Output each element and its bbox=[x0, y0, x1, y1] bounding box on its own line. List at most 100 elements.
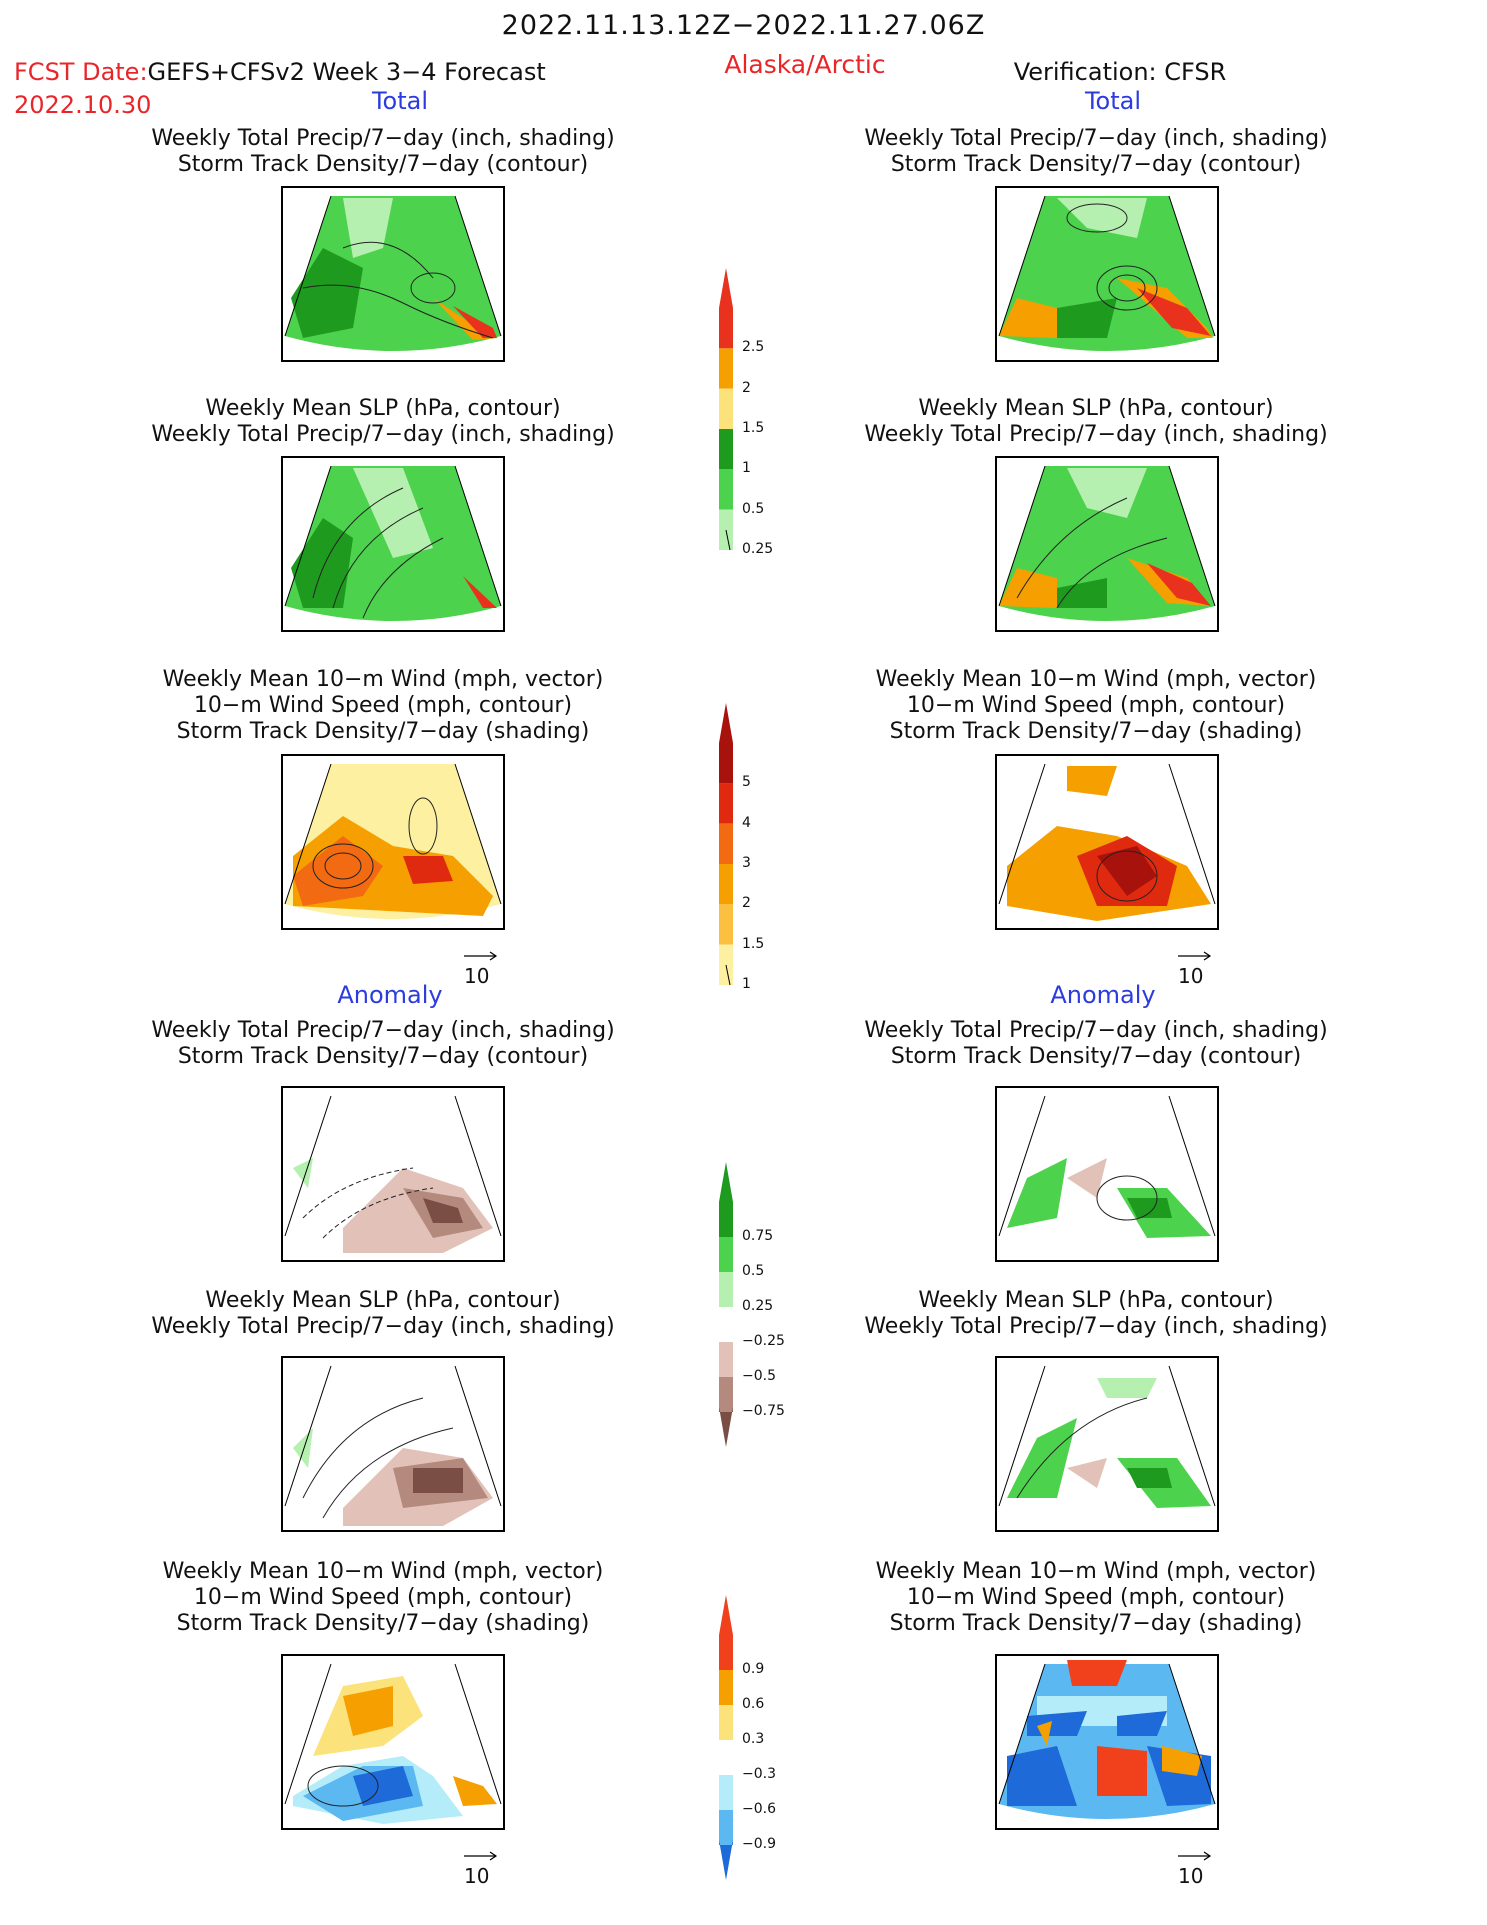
vector-reference-arrow: 10 bbox=[1176, 1848, 1216, 1888]
title-line: Weekly Mean SLP (hPa, contour) bbox=[918, 1288, 1274, 1313]
section-total-right: Total bbox=[1084, 87, 1142, 115]
title-line: Weekly Mean SLP (hPa, contour) bbox=[918, 396, 1274, 421]
colorbar-tick-label: 1 bbox=[742, 460, 751, 477]
title-r3-right: Weekly Mean 10−m Wind (mph, vector) 10−m … bbox=[736, 667, 1456, 745]
vector-reference-label: 10 bbox=[1178, 1864, 1204, 1888]
vector-reference-label: 10 bbox=[1178, 964, 1204, 988]
map-anom-slp-precip-cfsr bbox=[995, 1356, 1219, 1532]
title-r2-right: Weekly Mean SLP (hPa, contour) Weekly Tot… bbox=[736, 396, 1456, 448]
colorbar-tick-label: 2 bbox=[742, 379, 751, 396]
section-total-left: Total bbox=[371, 87, 429, 115]
title-line: Weekly Mean 10−m Wind (mph, vector) bbox=[875, 667, 1317, 692]
title-line: 10−m Wind Speed (mph, contour) bbox=[906, 693, 1286, 718]
vector-reference-arrow: 10 bbox=[462, 1848, 502, 1888]
colorbar-segment bbox=[719, 1670, 733, 1705]
title-line: 10−m Wind Speed (mph, contour) bbox=[906, 1585, 1286, 1610]
colorbar-segment bbox=[719, 268, 733, 349]
title-r3-left: Weekly Mean 10−m Wind (mph, vector) 10−m … bbox=[23, 667, 743, 745]
colorbar-segment bbox=[719, 864, 733, 905]
title-line: Storm Track Density/7−day (shading) bbox=[889, 719, 1303, 744]
colorbar-tick-label: 5 bbox=[742, 774, 751, 791]
section-anomaly-right: Anomaly bbox=[1050, 981, 1156, 1009]
colorbar-tick-label: 0.25 bbox=[742, 1298, 774, 1314]
colorbar-tick-label: −0.9 bbox=[742, 1836, 776, 1852]
colorbar-segment bbox=[719, 1810, 733, 1845]
title-line: Weekly Mean SLP (hPa, contour) bbox=[205, 1288, 561, 1313]
title-line: Storm Track Density/7−day (contour) bbox=[177, 152, 589, 177]
map-total-precip-storm-forecast bbox=[281, 186, 505, 362]
title-line: Storm Track Density/7−day (contour) bbox=[177, 1044, 589, 1069]
vector-reference-label: 10 bbox=[464, 1864, 490, 1888]
colorbar-segment bbox=[719, 509, 733, 550]
colorbar-tick-label: 0.3 bbox=[742, 1731, 765, 1747]
colorbar-graphic bbox=[719, 1162, 733, 1447]
colorbar-segment bbox=[719, 1775, 733, 1810]
title-line: Weekly Mean 10−m Wind (mph, vector) bbox=[875, 1559, 1317, 1584]
colorbar-tick-label: 2.5 bbox=[742, 339, 765, 356]
title-r1-left: Weekly Total Precip/7−day (inch, shading… bbox=[23, 126, 743, 178]
title-r4-left: Weekly Total Precip/7−day (inch, shading… bbox=[23, 1018, 743, 1070]
colorbar-segment bbox=[719, 469, 733, 510]
colorbar-segment bbox=[719, 348, 733, 389]
colorbar-tick-label: −0.6 bbox=[742, 1801, 776, 1817]
vector-reference-arrow: 10 bbox=[462, 948, 502, 988]
colorbar-tick-label: 1.5 bbox=[742, 420, 765, 436]
map-anom-precip-storm-cfsr bbox=[995, 1086, 1219, 1262]
title-line: Weekly Total Precip/7−day (inch, shading… bbox=[864, 126, 1328, 151]
colorbar-segment bbox=[719, 1342, 733, 1377]
map-wind-storm-cfsr bbox=[995, 754, 1219, 930]
colorbar-tick-label: 0.5 bbox=[742, 500, 765, 517]
colorbar-tick-label: 0.75 bbox=[742, 1228, 774, 1244]
colorbar-segment bbox=[719, 1407, 733, 1447]
colorbar-tail bbox=[725, 964, 731, 985]
map-slp-precip-cfsr bbox=[995, 456, 1219, 632]
colorbar-segment bbox=[719, 429, 733, 470]
title-r5-left: Weekly Mean SLP (hPa, contour) Weekly Tot… bbox=[23, 1288, 743, 1340]
vector-reference-label: 10 bbox=[464, 964, 490, 988]
colorbar-segment bbox=[719, 944, 733, 985]
title-line: Weekly Total Precip/7−day (inch, shading… bbox=[151, 1018, 615, 1043]
map-wind-storm-forecast bbox=[281, 754, 505, 930]
map-slp-precip-forecast bbox=[281, 456, 505, 632]
title-line: Storm Track Density/7−day (shading) bbox=[889, 1611, 1303, 1636]
colorbar-tick-label: 4 bbox=[742, 814, 751, 831]
region-label: Alaska/Arctic bbox=[724, 50, 886, 79]
title-r1-right: Weekly Total Precip/7−day (inch, shading… bbox=[736, 126, 1456, 178]
colorbar-segment bbox=[719, 703, 733, 784]
title-line: Weekly Total Precip/7−day (inch, shading… bbox=[864, 1314, 1328, 1339]
colorbar-segment bbox=[719, 1595, 733, 1670]
title-line: Weekly Mean SLP (hPa, contour) bbox=[205, 396, 561, 421]
title-line: Storm Track Density/7−day (contour) bbox=[890, 152, 1302, 177]
colorbar-segment bbox=[719, 388, 733, 429]
colorbar-tick-label: 0.6 bbox=[742, 1696, 765, 1712]
colorbar-graphic bbox=[719, 268, 733, 550]
forecast-date: 2022.10.30 bbox=[14, 91, 152, 119]
title-line: Weekly Total Precip/7−day (inch, shading… bbox=[151, 1314, 615, 1339]
title-line: Weekly Total Precip/7−day (inch, shading… bbox=[864, 422, 1328, 447]
map-anom-precip-storm-forecast bbox=[281, 1086, 505, 1262]
title-line: 10−m Wind Speed (mph, contour) bbox=[193, 1585, 573, 1610]
page-title: 2022.11.13.12Z−2022.11.27.06Z bbox=[501, 10, 986, 41]
section-anomaly-left: Anomaly bbox=[337, 981, 443, 1009]
colorbar-storm-anomaly: 0.9 0.6 0.3 −0.3 −0.6 −0.9 bbox=[718, 1595, 798, 1880]
colorbar-graphic bbox=[719, 703, 733, 985]
title-line: Storm Track Density/7−day (shading) bbox=[176, 1611, 590, 1636]
colorbar-precip-anomaly: 0.75 0.5 0.25 −0.25 −0.5 −0.75 bbox=[718, 1162, 798, 1447]
colorbar-segment bbox=[719, 1162, 733, 1237]
colorbar-tick-label: 1 bbox=[742, 976, 751, 992]
colorbar-tick-label: 0.25 bbox=[742, 541, 774, 557]
map-anom-wind-storm-cfsr bbox=[995, 1654, 1219, 1830]
colorbar-precip-total: 2.5 2 1.5 1 0.5 0.25 bbox=[718, 268, 798, 557]
title-line: Storm Track Density/7−day (shading) bbox=[176, 719, 590, 744]
map-total-precip-storm-cfsr bbox=[995, 186, 1219, 362]
fcst-date-label: FCST Date: bbox=[14, 58, 148, 86]
title-line: Weekly Total Precip/7−day (inch, shading… bbox=[864, 1018, 1328, 1043]
title-line: Weekly Total Precip/7−day (inch, shading… bbox=[151, 126, 615, 151]
colorbar-tick-label: −0.75 bbox=[742, 1403, 785, 1419]
title-r4-right: Weekly Total Precip/7−day (inch, shading… bbox=[736, 1018, 1456, 1070]
colorbar-segment bbox=[719, 1705, 733, 1740]
colorbar-segment bbox=[719, 904, 733, 945]
colorbar-tick-label: 0.9 bbox=[742, 1661, 765, 1677]
map-anom-wind-storm-forecast bbox=[281, 1654, 505, 1830]
colorbar-segment bbox=[719, 1307, 733, 1342]
